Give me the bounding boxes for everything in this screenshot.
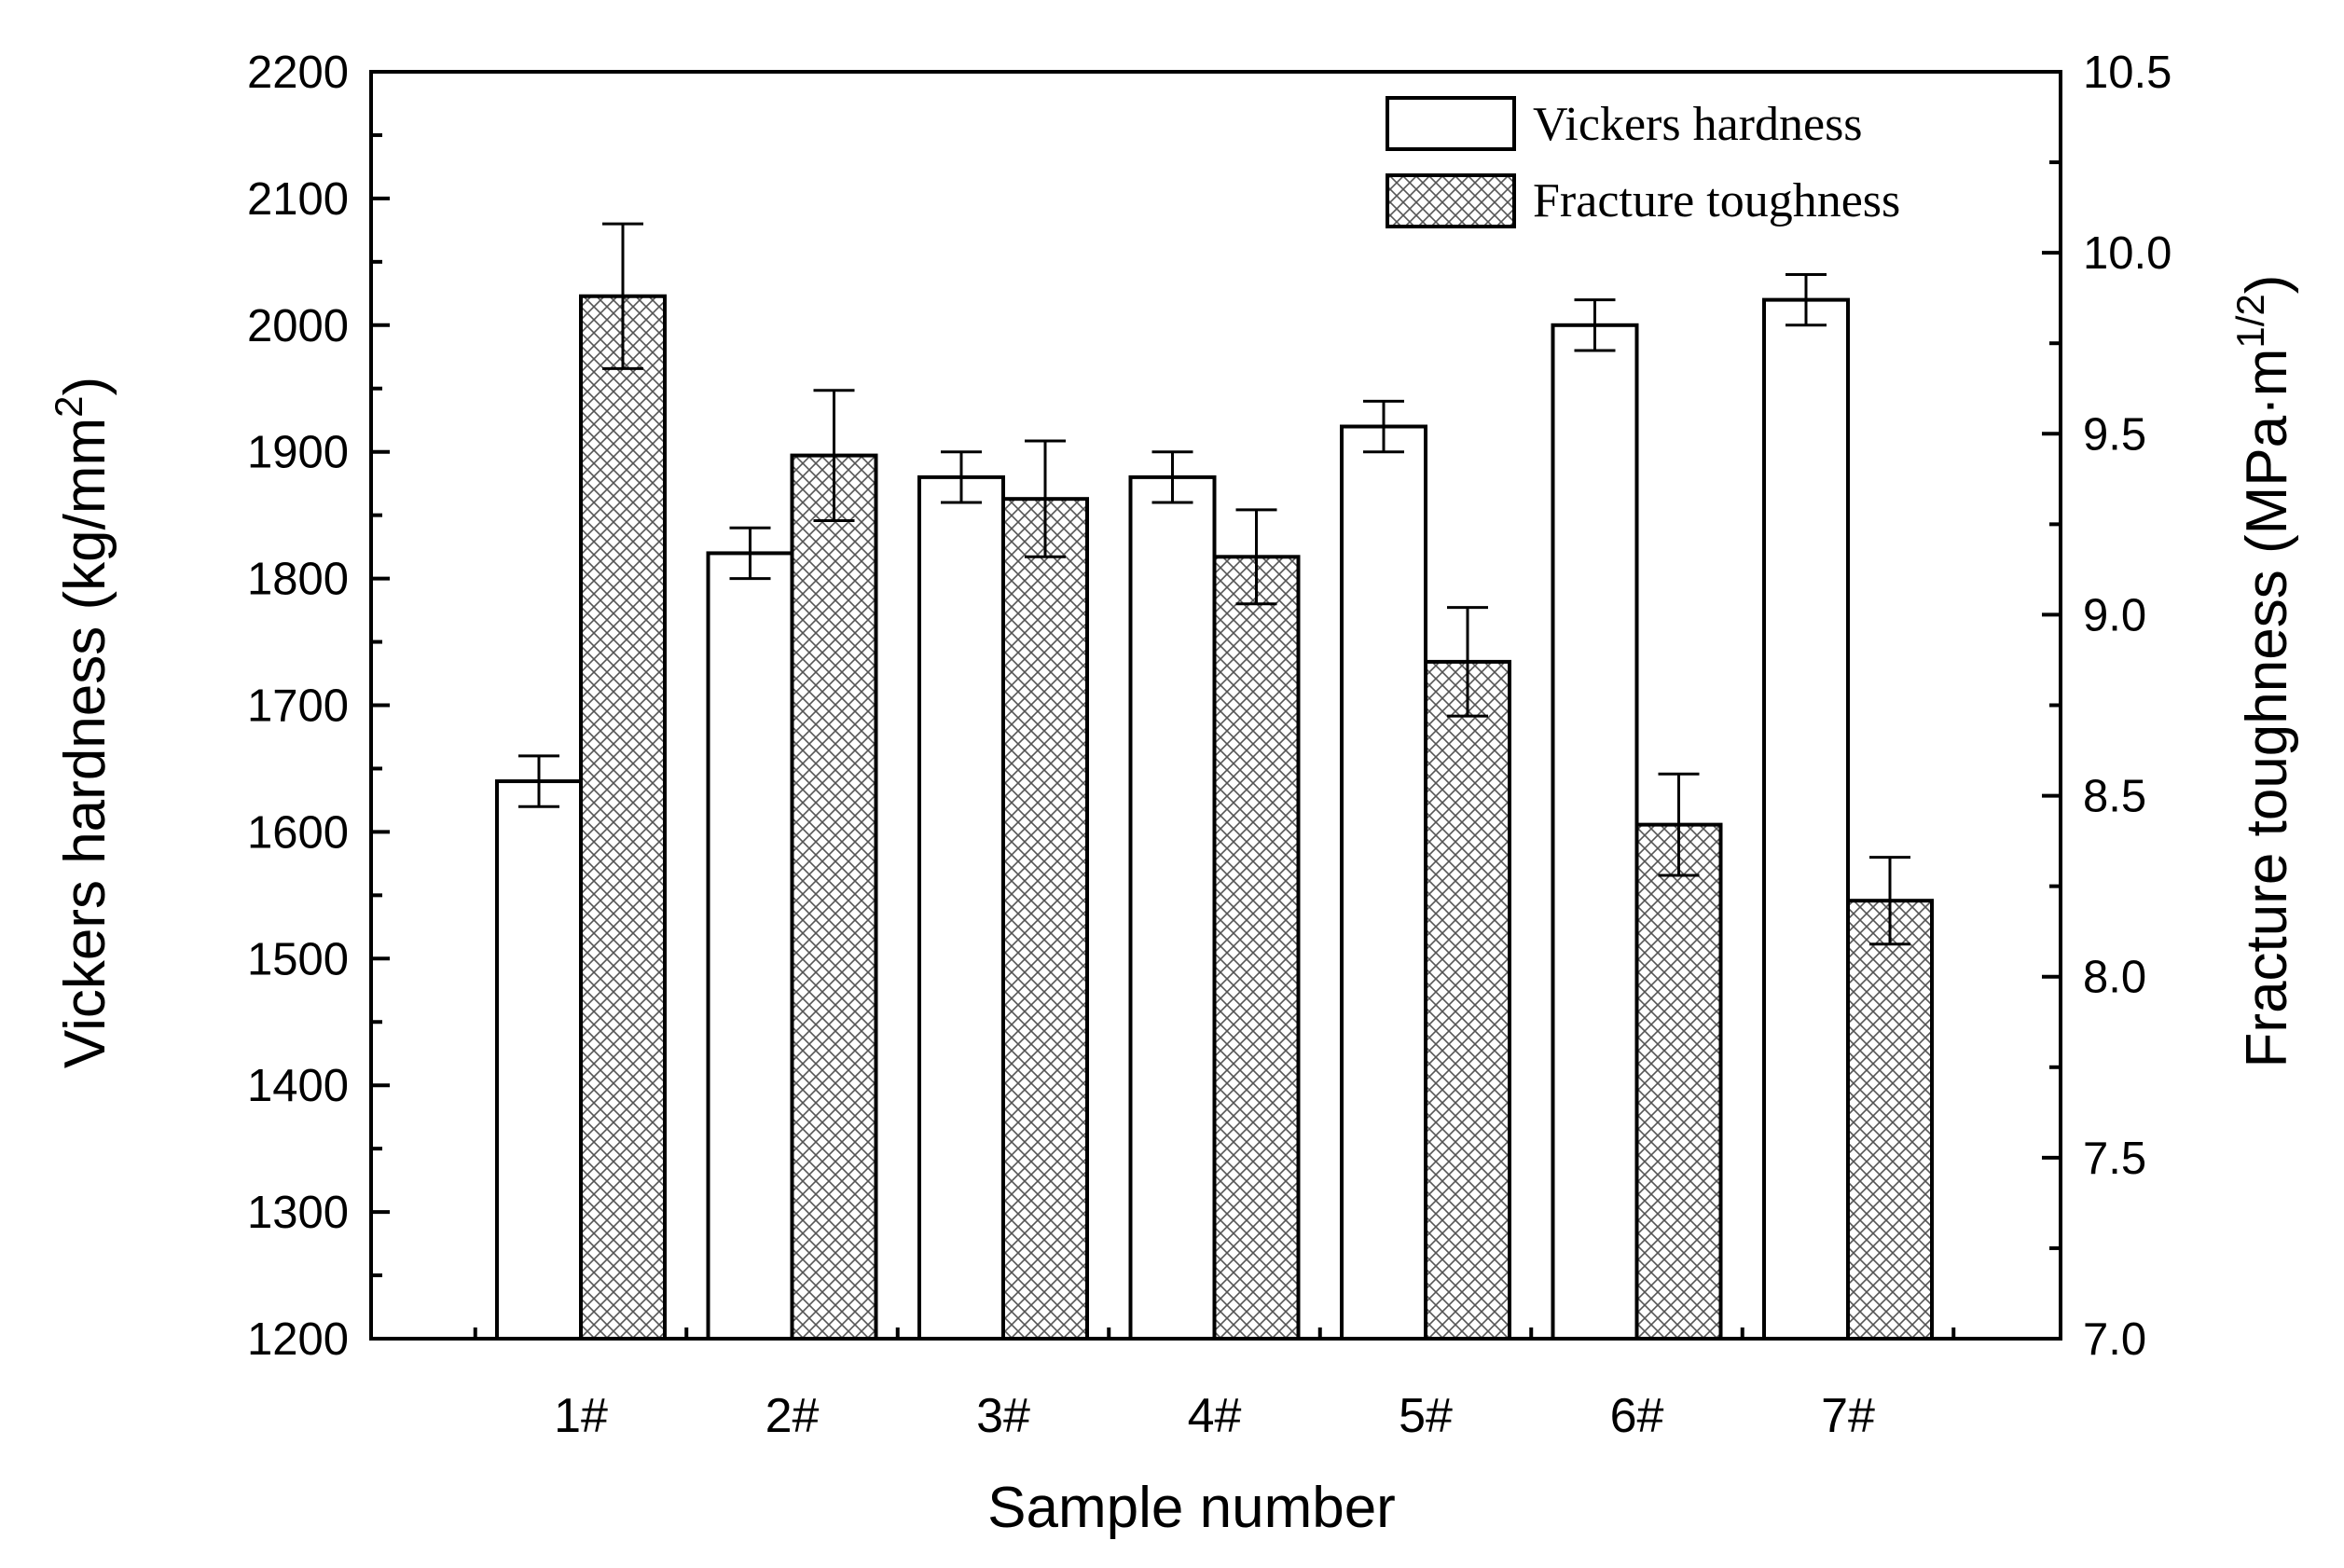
bar-fracture-toughness-1: [579, 294, 667, 1341]
bars-layer: [495, 294, 1934, 1341]
bar-fracture-toughness-2: [790, 453, 878, 1341]
bar-vickers-hardness-7: [1762, 297, 1850, 1341]
bar-vickers-hardness-1: [495, 779, 583, 1341]
error-bar-fracture-toughness-2: [813, 389, 855, 522]
bar-fracture-toughness-7: [1846, 899, 1934, 1341]
bar-vickers-hardness-4: [1128, 475, 1217, 1341]
x-tick-label-7: 7#: [1821, 1389, 1875, 1443]
right-tick-label: 9.0: [2083, 590, 2146, 640]
right-tick-label: 7.0: [2083, 1314, 2146, 1365]
bar-vickers-hardness-2: [706, 551, 794, 1341]
left-tick-label: 1700: [247, 681, 349, 732]
right-y-axis-title-main: Fracture toughness (MPa·m: [2235, 349, 2299, 1068]
left-y-axis-title-superscript: 2: [47, 396, 90, 418]
x-tick-label-5: 5#: [1399, 1389, 1453, 1443]
legend-label-vickers-hardness: Vickers hardness: [1533, 98, 1863, 151]
error-bar-vickers-hardness-4: [1151, 450, 1193, 504]
left-tick-label: 1500: [247, 934, 349, 984]
right-y-axis-title-superscript: 1/2: [2228, 294, 2272, 348]
left-tick-label: 1300: [247, 1188, 349, 1238]
right-tick-label: 10.5: [2083, 48, 2172, 98]
right-tick-label: 10.0: [2083, 228, 2172, 279]
right-y-axis: 7.0 7.5 8.0 8.5 9.0 9.5 10.0 10.5: [2042, 48, 2172, 1365]
left-tick-label: 1400: [247, 1061, 349, 1111]
right-tick-label: 8.5: [2083, 772, 2146, 822]
left-tick-label: 1600: [247, 807, 349, 858]
bar-vickers-hardness-3: [917, 475, 1005, 1341]
bar-fracture-toughness-5: [1424, 659, 1511, 1341]
error-bar-vickers-hardness-5: [1363, 399, 1404, 454]
legend: Vickers hardness Fracture toughness: [1386, 96, 1900, 228]
x-tick-label-1: 1#: [554, 1389, 608, 1443]
error-bar-fracture-toughness-7: [1869, 856, 1910, 946]
left-y-axis-title-main: Vickers hardness (kg/mm: [53, 418, 117, 1068]
error-bar-vickers-hardness-2: [729, 526, 771, 581]
error-bars-layer: [518, 222, 1910, 946]
x-tick-label-2: 2#: [765, 1389, 820, 1443]
error-bar-fracture-toughness-6: [1658, 772, 1700, 877]
error-bar-fracture-toughness-1: [602, 222, 643, 370]
x-axis: 1# 2# 3# 4# 5# 6# 7#: [473, 1320, 1956, 1443]
left-y-axis-title-close: ): [53, 377, 117, 396]
right-tick-label: 8.0: [2083, 953, 2146, 1003]
left-tick-label: 1200: [247, 1314, 349, 1365]
legend-label-fracture-toughness: Fracture toughness: [1533, 174, 1900, 227]
right-y-axis-title-close: ): [2235, 275, 2299, 295]
x-tick-label-3: 3#: [976, 1389, 1030, 1443]
error-bar-fracture-toughness-5: [1447, 606, 1488, 718]
bar-fracture-toughness-4: [1212, 555, 1301, 1341]
right-tick-label: 7.5: [2083, 1134, 2146, 1184]
error-bar-fracture-toughness-4: [1235, 508, 1277, 606]
bar-fracture-toughness-3: [1001, 497, 1089, 1341]
error-bar-vickers-hardness-7: [1786, 272, 1827, 327]
error-bar-vickers-hardness-3: [941, 450, 982, 504]
right-y-axis-title: Fracture toughness (MPa·m1/2): [2228, 275, 2299, 1068]
x-axis-title: Sample number: [987, 1476, 1396, 1540]
bar-vickers-hardness-5: [1340, 424, 1427, 1341]
left-y-axis-title: Vickers hardness (kg/mm2): [47, 377, 117, 1068]
left-tick-label: 2000: [247, 301, 349, 351]
error-bar-vickers-hardness-6: [1574, 298, 1616, 352]
error-bar-vickers-hardness-1: [518, 754, 559, 808]
error-bar-fracture-toughness-3: [1025, 439, 1066, 558]
bar-vickers-hardness-6: [1551, 323, 1639, 1341]
right-tick-label: 9.5: [2083, 409, 2146, 460]
bar-fracture-toughness-6: [1634, 822, 1723, 1341]
left-tick-label: 2200: [247, 48, 349, 98]
legend-swatch-fracture-toughness: [1386, 173, 1516, 228]
x-tick-label-4: 4#: [1188, 1389, 1242, 1443]
left-tick-label: 1800: [247, 555, 349, 605]
x-tick-label-6: 6#: [1610, 1389, 1664, 1443]
left-tick-label: 1900: [247, 428, 349, 478]
legend-swatch-vickers-hardness: [1386, 96, 1516, 151]
left-y-axis: 1200 1300 1400 1500 1600 1700 1800 1900 2000 2100…: [247, 48, 390, 1365]
left-tick-label: 2100: [247, 174, 349, 225]
